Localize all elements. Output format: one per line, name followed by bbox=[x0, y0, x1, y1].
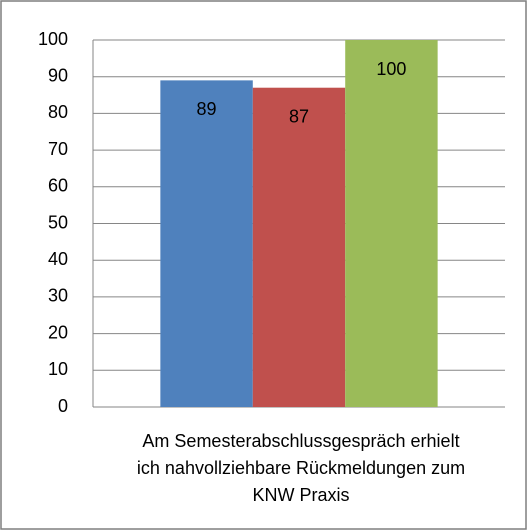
bar bbox=[252, 87, 346, 408]
y-tick-label: 90 bbox=[48, 65, 68, 85]
data-label: 100 bbox=[376, 59, 406, 79]
y-tick-label: 50 bbox=[48, 212, 68, 232]
y-tick-label: 10 bbox=[48, 359, 68, 379]
y-tick-label: 0 bbox=[58, 396, 68, 416]
y-tick-label: 100 bbox=[38, 29, 68, 49]
x-category-label: Am Semesterabschlussgespräch erhielt ich… bbox=[136, 431, 466, 505]
y-tick-label: 80 bbox=[48, 102, 68, 122]
bar bbox=[345, 40, 438, 407]
y-tick-label: 20 bbox=[48, 322, 68, 342]
data-label: 89 bbox=[197, 99, 217, 119]
bar bbox=[160, 80, 253, 408]
y-tick-label: 60 bbox=[48, 176, 68, 196]
y-tick-label: 30 bbox=[48, 286, 68, 306]
data-label: 87 bbox=[289, 106, 309, 126]
y-tick-label: 70 bbox=[48, 139, 68, 159]
y-tick-label: 40 bbox=[48, 249, 68, 269]
